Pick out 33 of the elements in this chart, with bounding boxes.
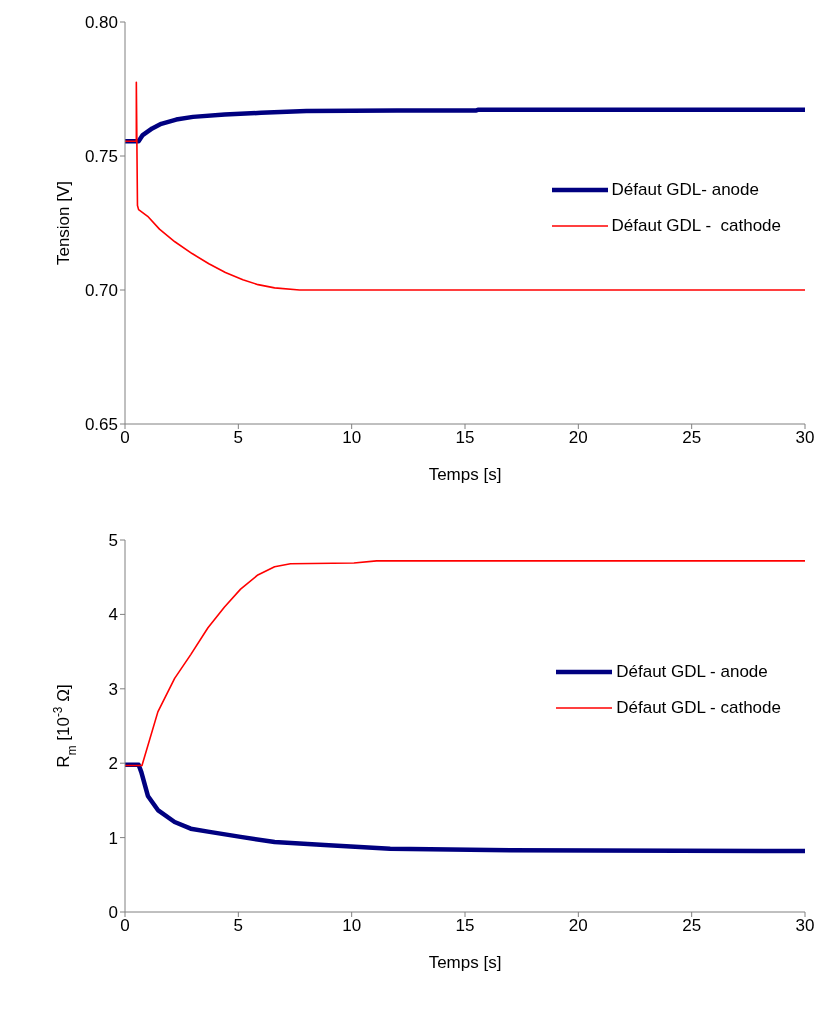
x-tick-label: 25: [682, 428, 702, 448]
y-tick-label: 5: [108, 531, 118, 551]
y-tick-label: 2: [108, 754, 118, 774]
y-tick-label: 0.75: [84, 147, 118, 167]
legend-label: Défaut GDL - cathode: [611, 216, 781, 237]
y-tick-label: 0.65: [84, 415, 118, 435]
x-tick-label: 30: [795, 428, 815, 448]
legend-label: Défaut GDL - anode: [616, 661, 768, 682]
x-axis-title: Temps [s]: [428, 953, 502, 972]
y-tick-label: 4: [108, 605, 118, 625]
line-series: [125, 762, 805, 854]
legend-label: Défaut GDL - cathode: [616, 697, 781, 718]
y-axis-title: Tension [V]: [54, 180, 73, 266]
y-tick-label: 0.70: [84, 281, 118, 301]
x-tick-label: 25: [682, 916, 702, 936]
y-tick-label: 1: [108, 828, 118, 848]
x-tick-label: 20: [568, 916, 588, 936]
line-series: [125, 560, 805, 767]
legend-label: Défaut GDL- anode: [611, 180, 759, 201]
x-tick-label: 5: [233, 428, 244, 448]
x-tick-label: 10: [342, 916, 362, 936]
x-tick-label: 5: [233, 916, 244, 936]
x-tick-label: 30: [795, 916, 815, 936]
x-tick-label: 20: [568, 428, 588, 448]
line-series: [125, 81, 805, 291]
line-series: [125, 107, 805, 144]
y-tick-label: 0: [108, 903, 118, 923]
x-axis-title: Temps [s]: [428, 465, 502, 484]
x-tick-label: 15: [455, 916, 475, 936]
y-tick-label: 0.80: [84, 13, 118, 33]
x-tick-label: 10: [342, 428, 362, 448]
x-tick-label: 15: [455, 428, 475, 448]
y-tick-label: 3: [108, 679, 118, 699]
